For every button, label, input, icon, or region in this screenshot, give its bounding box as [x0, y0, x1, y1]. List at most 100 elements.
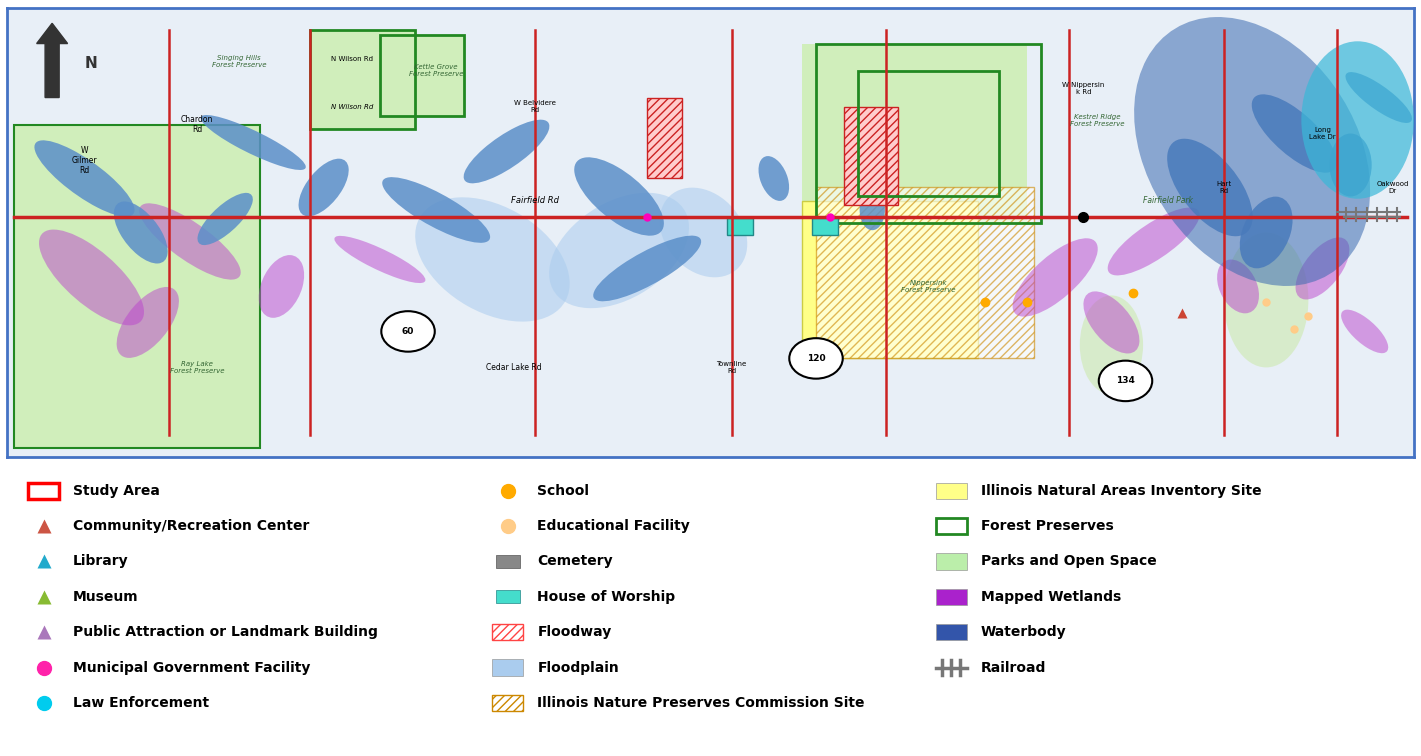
Bar	[28, 482, 60, 499]
Ellipse shape	[382, 177, 490, 243]
Ellipse shape	[415, 197, 570, 321]
Text: W Nippersin
k Rd: W Nippersin k Rd	[1061, 82, 1104, 95]
Text: Kettle Grove
Forest Preserve: Kettle Grove Forest Preserve	[409, 64, 463, 77]
Ellipse shape	[574, 157, 664, 236]
Bar	[310, 30, 415, 129]
Ellipse shape	[198, 193, 253, 245]
Ellipse shape	[298, 159, 348, 216]
Text: Hart
Rd: Hart Rd	[1216, 181, 1232, 194]
Bar	[816, 44, 1042, 224]
Text: Law Enforcement: Law Enforcement	[74, 696, 209, 710]
Text: Educational Facility: Educational Facility	[537, 519, 691, 533]
Ellipse shape	[1080, 296, 1142, 395]
Ellipse shape	[14, 176, 98, 423]
Text: Illinois Natural Areas Inventory Site: Illinois Natural Areas Inventory Site	[980, 484, 1262, 497]
Text: Long
Lake Dr: Long Lake Dr	[1309, 127, 1336, 140]
Ellipse shape	[117, 287, 179, 358]
Text: Public Attraction or Landmark Building: Public Attraction or Landmark Building	[74, 625, 378, 639]
Bar	[493, 624, 523, 640]
Text: N: N	[84, 56, 97, 71]
Text: Kestrel Ridge
Forest Preserve: Kestrel Ridge Forest Preserve	[1070, 113, 1124, 126]
Ellipse shape	[1218, 259, 1259, 313]
Ellipse shape	[155, 291, 239, 426]
Ellipse shape	[1223, 233, 1309, 367]
Ellipse shape	[1108, 208, 1199, 275]
Ellipse shape	[1346, 72, 1412, 123]
Text: N Wilson Rd: N Wilson Rd	[331, 56, 372, 62]
Bar	[496, 590, 520, 603]
Text: Floodway: Floodway	[537, 625, 611, 639]
Text: School: School	[537, 484, 590, 497]
Ellipse shape	[38, 230, 144, 325]
Ellipse shape	[1013, 238, 1098, 317]
Ellipse shape	[659, 187, 747, 277]
Text: Fairfield Park: Fairfield Park	[1142, 197, 1192, 206]
Bar	[379, 35, 465, 116]
Text: Illinois Nature Preserves Commission Site: Illinois Nature Preserves Commission Sit…	[537, 696, 865, 710]
Ellipse shape	[1134, 17, 1370, 286]
Text: W Belvidere
Rd: W Belvidere Rd	[514, 100, 556, 113]
Text: Waterbody: Waterbody	[980, 625, 1066, 639]
Ellipse shape	[1098, 361, 1152, 401]
Ellipse shape	[34, 141, 135, 217]
Text: Museum: Museum	[74, 590, 139, 604]
Text: Railroad: Railroad	[980, 661, 1046, 674]
Text: Ray Lake
Forest Preserve: Ray Lake Forest Preserve	[169, 361, 225, 374]
Bar	[935, 482, 966, 499]
Bar	[493, 659, 523, 676]
Text: 60: 60	[402, 327, 415, 336]
Bar	[801, 201, 978, 358]
Ellipse shape	[1239, 197, 1293, 268]
Ellipse shape	[139, 203, 240, 280]
Text: House of Worship: House of Worship	[537, 590, 675, 604]
Bar	[801, 44, 1027, 224]
Text: Fairfield Rd: Fairfield Rd	[510, 197, 558, 206]
Ellipse shape	[1330, 134, 1371, 197]
Bar	[935, 553, 966, 569]
Bar	[858, 70, 999, 206]
Text: N Wilson Rd: N Wilson Rd	[331, 104, 372, 110]
Ellipse shape	[200, 115, 306, 170]
Text: Oakwood
Dr: Oakwood Dr	[1377, 181, 1410, 194]
Text: 120: 120	[807, 354, 826, 363]
Bar	[496, 555, 520, 568]
Ellipse shape	[1167, 138, 1253, 237]
Ellipse shape	[334, 236, 425, 283]
Bar	[844, 107, 898, 206]
Ellipse shape	[381, 311, 435, 352]
Bar	[647, 98, 682, 178]
Text: Forest Preserves: Forest Preserves	[980, 519, 1114, 533]
Bar	[493, 695, 523, 711]
Text: Chardon
Rd: Chardon Rd	[180, 115, 213, 135]
Bar	[813, 218, 838, 234]
Bar	[935, 518, 966, 534]
Ellipse shape	[1296, 237, 1350, 299]
Bar	[310, 30, 415, 129]
Text: Municipal Government Facility: Municipal Government Facility	[74, 661, 311, 674]
Bar	[14, 125, 260, 448]
Bar	[728, 218, 753, 234]
Text: Parks and Open Space: Parks and Open Space	[980, 554, 1157, 569]
Text: Cemetery: Cemetery	[537, 554, 612, 569]
Ellipse shape	[1302, 42, 1414, 199]
Bar	[379, 35, 465, 116]
Ellipse shape	[463, 119, 550, 183]
Ellipse shape	[860, 190, 885, 231]
Text: Community/Recreation Center: Community/Recreation Center	[74, 519, 310, 533]
Bar	[935, 589, 966, 605]
Text: W
Gilmer
Rd: W Gilmer Rd	[71, 146, 97, 175]
Ellipse shape	[259, 255, 304, 318]
Text: Study Area: Study Area	[74, 484, 161, 497]
Ellipse shape	[759, 156, 789, 201]
Text: Library: Library	[74, 554, 129, 569]
Ellipse shape	[1083, 291, 1140, 354]
Ellipse shape	[1252, 94, 1337, 172]
Text: 134: 134	[1115, 376, 1135, 386]
Ellipse shape	[593, 236, 701, 302]
FancyArrow shape	[37, 23, 68, 98]
Ellipse shape	[1341, 310, 1388, 353]
Text: Mapped Wetlands: Mapped Wetlands	[980, 590, 1121, 604]
Bar	[858, 70, 999, 197]
Ellipse shape	[114, 201, 168, 264]
Text: Townline
Rd: Townline Rd	[716, 361, 746, 374]
